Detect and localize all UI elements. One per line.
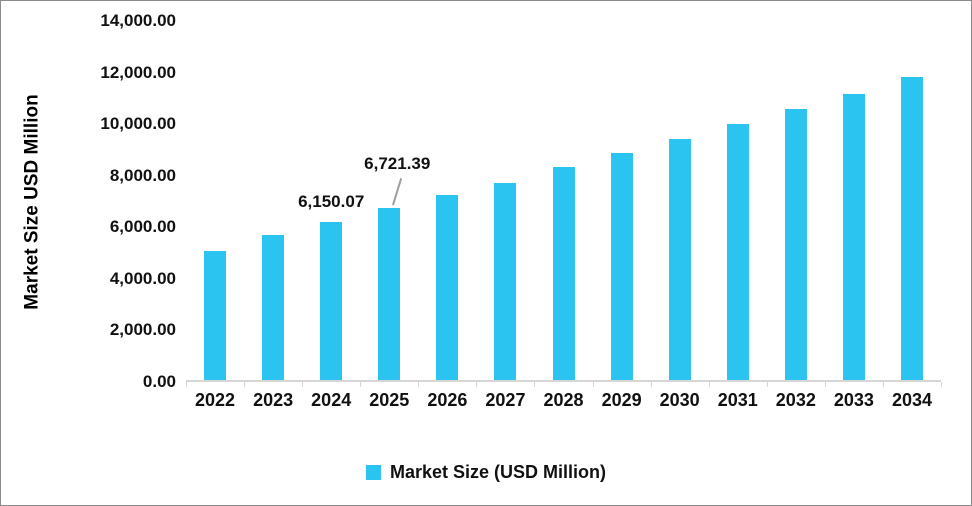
y-tick-label-6000: 6,000.00: [109, 217, 176, 237]
bar-slot-2026: [418, 21, 476, 380]
y-tick-label-2000: 2,000.00: [109, 320, 176, 340]
data-label-2025: 6,721.39: [364, 153, 431, 173]
y-tick-label-10000: 10,000.00: [100, 114, 176, 134]
x-tick-label-2023: 2023: [253, 390, 294, 410]
y-tick-label-14000: 14,000.00: [100, 11, 176, 30]
legend-label: Market Size (USD Million): [389, 462, 607, 482]
x-tick-label-2032: 2032: [775, 390, 816, 410]
bar-2031: [726, 123, 749, 380]
plot-area: 6,150.07 6,721.39: [186, 21, 942, 387]
y-tick-label-4000: 4,000.00: [109, 268, 176, 288]
x-axis-tick-mark: [882, 382, 884, 387]
x-axis-tick-labels: 2022 2023 2024 2025 2026 2027 2028 2029 2030 2031…: [186, 390, 941, 411]
legend-swatch-icon: [365, 465, 381, 480]
bar-slot-2027: [476, 21, 534, 380]
x-tick-label-2027: 2027: [485, 390, 526, 410]
y-axis-title: Market Size USD Million: [13, 21, 53, 382]
x-axis-tick-mark: [302, 382, 304, 387]
bar-2022: [204, 250, 227, 380]
x-tick-label-2033: 2033: [833, 390, 874, 410]
bar-2034: [900, 77, 923, 380]
bar-2023: [262, 235, 285, 380]
x-axis-tick-mark: [186, 382, 187, 387]
legend: Market Size (USD Million): [1, 462, 971, 483]
x-axis-tick-mark: [766, 382, 768, 387]
x-tick-label-2022: 2022: [195, 390, 236, 410]
x-tick-label-2028: 2028: [543, 390, 584, 410]
x-tick-label-2024: 2024: [311, 390, 352, 410]
bar-slot-2033: [825, 21, 883, 380]
x-tick-label-2034: 2034: [891, 390, 932, 410]
x-axis-tick-mark: [592, 382, 594, 387]
bar-slot-2032: [767, 21, 825, 380]
bar-slot-2031: [709, 21, 767, 380]
x-axis-tick-mark: [534, 382, 536, 387]
y-axis-tick-labels: 0.00 2,000.00 4,000.00 6,000.00 8,000.00 10,0…: [56, 11, 176, 391]
x-tick-label-2025: 2025: [369, 390, 410, 410]
bar-slot-2025: [360, 21, 418, 380]
bar-2030: [668, 138, 691, 380]
bar-slot-2030: [651, 21, 709, 380]
x-axis-tick-mark: [244, 382, 246, 387]
bar-2026: [436, 195, 459, 380]
bar-2027: [494, 182, 517, 380]
y-axis-title-text: Market Size USD Million: [22, 93, 43, 310]
x-tick-label-2026: 2026: [427, 390, 468, 410]
x-tick-label-2031: 2031: [717, 390, 758, 410]
x-axis-tick-mark: [708, 382, 710, 387]
x-tick-label-2029: 2029: [601, 390, 642, 410]
x-axis-tick-mark: [650, 382, 652, 387]
y-tick-label-8000: 8,000.00: [109, 165, 176, 185]
y-tick-label-0: 0.00: [142, 372, 176, 391]
bar-2029: [610, 153, 633, 380]
bar-2024: [320, 222, 343, 380]
bar-2028: [552, 167, 575, 380]
x-axis-tick-mark: [824, 382, 826, 387]
x-axis-tick-mark: [418, 382, 420, 387]
bar-slot-2023: [244, 21, 302, 380]
bar-slot-2022: [186, 21, 244, 380]
bar-slot-2029: [593, 21, 651, 380]
bar-slot-2028: [534, 21, 592, 380]
y-tick-label-12000: 12,000.00: [100, 62, 176, 82]
bar-slot-2034: [883, 21, 941, 380]
bar-2025: [378, 207, 401, 380]
x-axis-tick-mark: [360, 382, 362, 387]
x-tick-label-2030: 2030: [659, 390, 700, 410]
bar-2033: [842, 94, 865, 380]
bar-2032: [784, 109, 807, 380]
bar-slot-2024: [302, 21, 360, 380]
x-axis-tick-mark: [941, 382, 942, 387]
data-label-2024: 6,150.07: [298, 192, 365, 212]
x-axis-tick-mark: [476, 382, 478, 387]
